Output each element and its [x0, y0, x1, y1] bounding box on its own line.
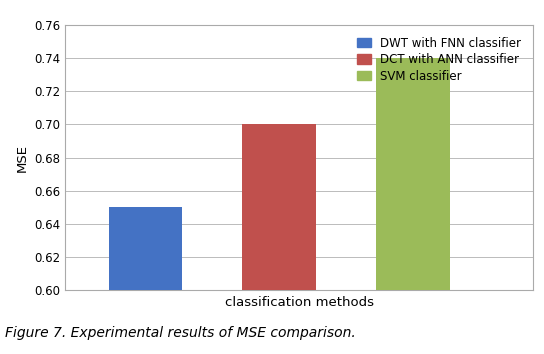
- Legend: DWT with FNN classifier, DCT with ANN classifier, SVM classifier: DWT with FNN classifier, DCT with ANN cl…: [351, 31, 527, 88]
- Bar: [109, 207, 182, 290]
- X-axis label: classification methods: classification methods: [225, 296, 374, 309]
- Y-axis label: MSE: MSE: [16, 143, 29, 172]
- Bar: [243, 124, 316, 290]
- Bar: [376, 58, 449, 290]
- Text: Figure 7. Experimental results of MSE comparison.: Figure 7. Experimental results of MSE co…: [5, 326, 356, 340]
